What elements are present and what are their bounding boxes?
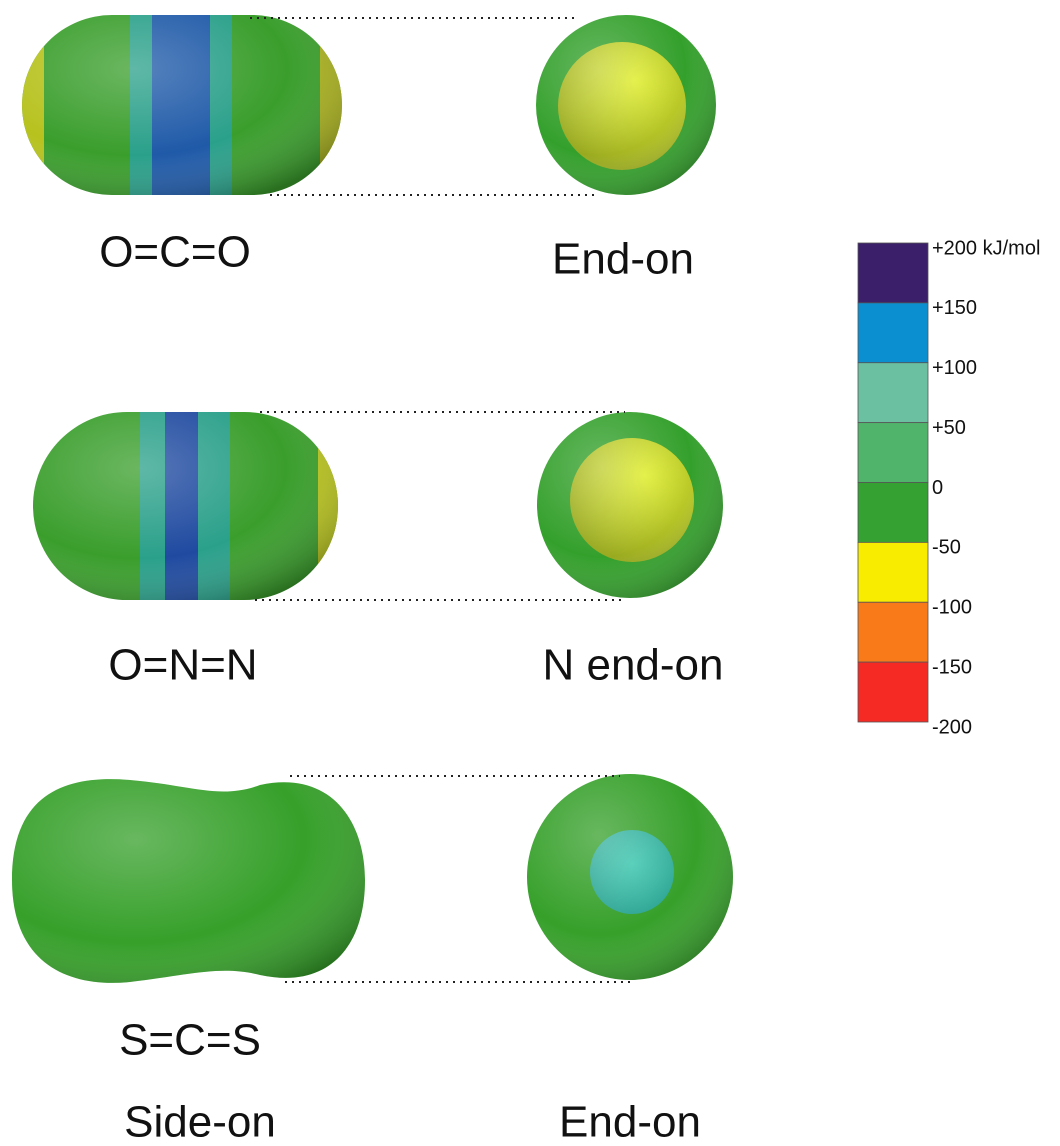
colorbar-label: 0: [932, 477, 943, 499]
figure: O=C=O End-on O=N=N N end-on S=C=S Side-o…: [0, 0, 1060, 1146]
co2-end: [536, 15, 716, 195]
color-band: [858, 363, 928, 423]
colorbar-label: +150: [932, 297, 977, 319]
colorbar-label: -150: [932, 656, 972, 678]
view-label: N end-on: [542, 641, 723, 690]
view-label: End-on: [552, 235, 694, 284]
colorbar-label: -200: [932, 716, 972, 738]
color-band: [858, 243, 928, 303]
molecule-label: S=C=S: [119, 1016, 261, 1065]
molecule-label: O=C=O: [99, 228, 251, 277]
view-label: End-on: [559, 1098, 701, 1146]
colorbar: +200 kJ/mol +150 +100 +50 0 -50 -100 -150 -200: [858, 237, 1040, 738]
color-band: [858, 423, 928, 483]
color-band: [858, 662, 928, 722]
cs2-side: [12, 775, 365, 990]
colorbar-label: +50: [932, 417, 966, 439]
n2o-side: [33, 412, 338, 600]
cs2-end: [527, 774, 733, 980]
colorbar-label: -50: [932, 537, 961, 559]
colorbar-label: +100: [932, 357, 977, 379]
color-band: [858, 542, 928, 602]
color-band: [858, 602, 928, 662]
n2o-end: [537, 412, 723, 598]
co2-side: [22, 15, 342, 195]
view-label: Side-on: [124, 1098, 276, 1146]
color-band: [858, 303, 928, 363]
colorbar-label: +200 kJ/mol: [932, 237, 1040, 259]
colorbar-label: -100: [932, 597, 972, 619]
molecule-label: O=N=N: [108, 641, 257, 690]
color-band: [858, 483, 928, 543]
